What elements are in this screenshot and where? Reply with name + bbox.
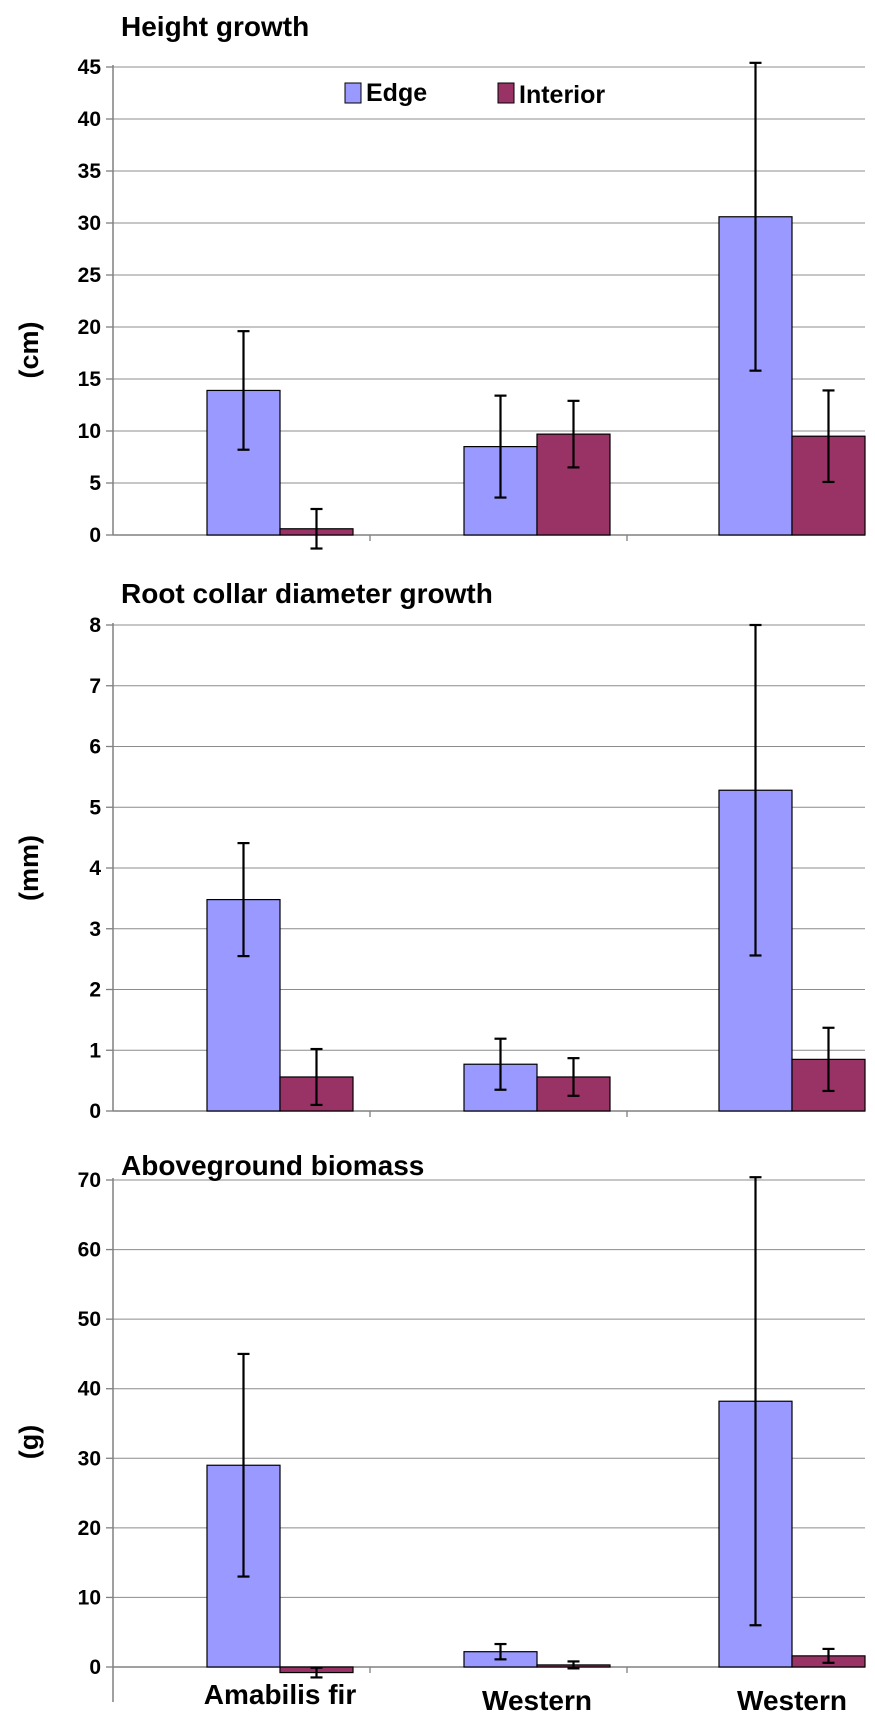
category-label: redcedar — [478, 1727, 596, 1731]
y-tick-label: 35 — [78, 160, 102, 183]
y-tick-label: 40 — [78, 1378, 101, 1401]
panel-title: Aboveground biomass — [121, 1150, 424, 1181]
y-tick-label: 0 — [89, 1656, 101, 1679]
chart-panel: 0 1 2 3 4 5 6 7 8 Root collar diameter growth (mm) — [14, 578, 866, 1123]
y-tick-label: 0 — [89, 1100, 101, 1123]
legend-label-edge: Edge — [366, 79, 427, 107]
y-tick-label: 15 — [78, 368, 102, 391]
y-tick-label: 2 — [89, 979, 101, 1002]
y-tick-label: 10 — [78, 420, 101, 443]
y-tick-label: 10 — [78, 1586, 101, 1609]
legend-swatch-edge — [344, 82, 362, 104]
y-tick-label: 5 — [89, 796, 101, 819]
y-tick-label: 4 — [89, 857, 101, 880]
y-tick-label: 8 — [89, 614, 101, 637]
y-tick-label: 25 — [78, 264, 102, 287]
y-tick-label: 3 — [89, 918, 101, 941]
category-label: Hemlock — [734, 1727, 851, 1731]
y-tick-label: 0 — [89, 524, 101, 547]
y-axis-label: (mm) — [14, 835, 44, 901]
legend-label-interior: Interior — [519, 81, 605, 109]
y-tick-label: 70 — [78, 1169, 101, 1192]
y-tick-label: 45 — [78, 56, 102, 79]
y-tick-label: 60 — [78, 1239, 101, 1262]
y-axis-label: (cm) — [14, 321, 44, 378]
y-tick-label: 30 — [78, 212, 101, 235]
panel-title: Root collar diameter growth — [121, 578, 493, 609]
category-label: Western — [737, 1685, 847, 1716]
y-tick-label: 20 — [78, 316, 101, 339]
y-tick-label: 30 — [78, 1447, 101, 1470]
y-tick-label: 1 — [89, 1039, 101, 1062]
category-label: Amabilis fir — [204, 1679, 357, 1710]
chart-panel: 0 10 20 30 40 50 60 70 Aboveground biomass (g) — [14, 1150, 866, 1702]
category-label: Western — [482, 1685, 592, 1716]
y-tick-label: 20 — [78, 1517, 101, 1540]
y-tick-label: 6 — [89, 736, 101, 759]
y-axis-label: (g) — [14, 1425, 44, 1459]
y-tick-label: 7 — [89, 675, 101, 698]
legend: Edge Interior — [344, 79, 605, 109]
category-labels: Amabilis fir Western redcedar Western Hemloc… — [204, 1679, 851, 1731]
legend-swatch-interior — [497, 82, 515, 104]
panel-title: Height growth — [121, 11, 309, 42]
chart-panel: 0 5 10 15 20 25 30 35 40 45 Height growth (cm) — [14, 11, 866, 550]
y-tick-label: 5 — [89, 472, 101, 495]
y-tick-label: 50 — [78, 1308, 101, 1331]
y-tick-label: 40 — [78, 108, 101, 131]
